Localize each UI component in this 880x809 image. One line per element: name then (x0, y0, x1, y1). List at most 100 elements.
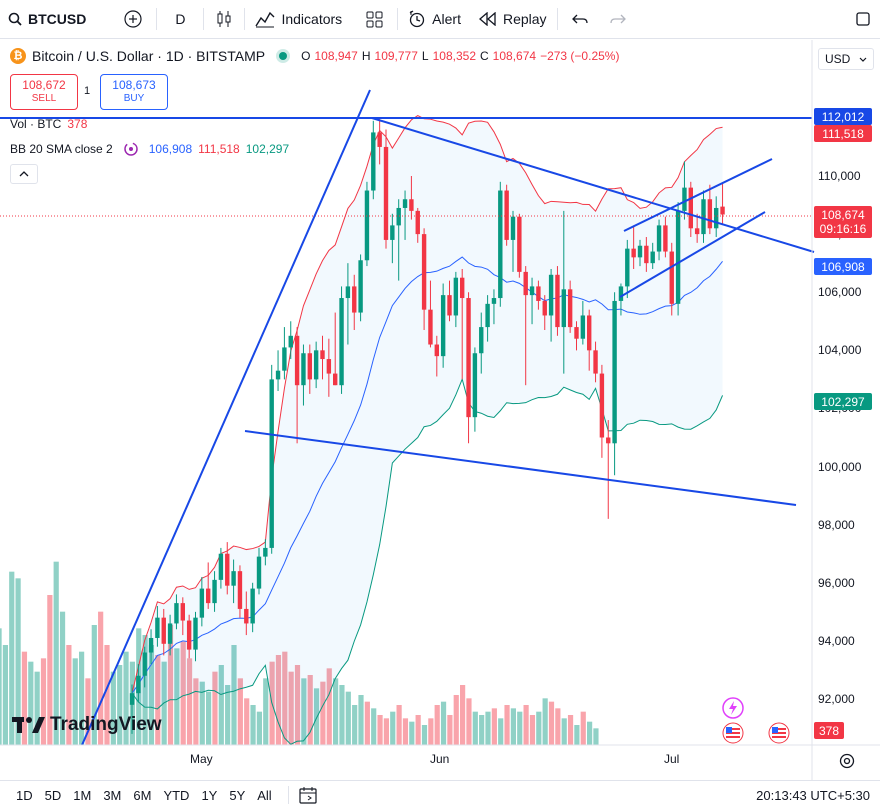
volume-bar (523, 705, 529, 745)
channel-lower-line[interactable] (619, 211, 766, 298)
channel-upper-line[interactable] (623, 158, 773, 232)
bb-upper-price-label: 111,518 (814, 125, 872, 142)
indicators-button[interactable]: Indicators (245, 0, 352, 38)
candle-body (669, 251, 674, 304)
bb-indicator-label: BB 20 SMA close 2 (10, 142, 113, 156)
range-5y[interactable]: 5Y (229, 787, 246, 803)
range-1m[interactable]: 1M (73, 787, 92, 803)
open-value: 108,947 (314, 49, 358, 63)
alert-button[interactable]: Alert (398, 0, 469, 38)
volume-bar (66, 645, 72, 745)
us-flag-icon[interactable] (768, 722, 790, 744)
layouts-button[interactable] (352, 0, 397, 38)
lightning-icon[interactable] (722, 697, 744, 719)
low-label: L (421, 49, 429, 63)
candle-body (129, 693, 135, 705)
tradingview-wordmark: TradingView (50, 714, 162, 735)
candle (504, 184, 509, 246)
buy-button[interactable]: 108,673 BUY (100, 74, 168, 110)
candle (650, 242, 655, 269)
candle (155, 606, 160, 647)
candle (237, 565, 243, 618)
candle (491, 289, 497, 325)
last-price-value: 108,674 (821, 208, 865, 222)
range-6m[interactable]: 6M (133, 787, 152, 803)
volume-bar (59, 611, 66, 745)
candle (180, 597, 185, 636)
candle-body (561, 289, 566, 328)
volume-bar (307, 675, 313, 745)
candle-body (225, 553, 230, 586)
candle-body (529, 286, 535, 296)
trendline-lower-wedge[interactable] (244, 430, 797, 506)
candle (587, 309, 592, 371)
candle (669, 242, 674, 316)
candle-body (193, 617, 198, 650)
candle (707, 184, 713, 235)
range-1y[interactable]: 1Y (201, 787, 218, 803)
volume-bar (440, 701, 447, 745)
candle (682, 161, 687, 220)
volume-bar (561, 718, 567, 745)
settings-icon[interactable] (839, 753, 855, 769)
volume-bar (244, 698, 250, 745)
interval-button[interactable]: D (157, 0, 203, 38)
alarm-clock-icon (409, 10, 425, 28)
buy-label: BUY (123, 93, 145, 104)
redo-button[interactable] (600, 0, 636, 38)
volume-bar (155, 655, 161, 745)
candle-body (199, 588, 205, 618)
undo-button[interactable] (558, 0, 600, 38)
collapse-legend-button[interactable] (10, 164, 38, 184)
candle-body (288, 335, 293, 348)
candle (339, 286, 344, 394)
candle-body (440, 295, 446, 357)
chart-type-button[interactable] (204, 0, 244, 38)
candle-body (415, 210, 420, 235)
symbol-title[interactable]: Bitcoin / U.S. Dollar · 1D · BITSTAMP (32, 48, 266, 64)
us-flag-icon[interactable] (722, 722, 744, 744)
candle-body (447, 295, 452, 316)
candle (688, 181, 693, 238)
toolbar-divider (397, 8, 399, 30)
volume-bar (555, 708, 561, 745)
candle (453, 271, 459, 328)
currency-label: USD (825, 52, 851, 66)
sell-button[interactable]: 108,672 SELL (10, 74, 78, 110)
symbol-search[interactable]: BTCUSD (0, 0, 94, 38)
currency-select[interactable]: USD (818, 48, 874, 70)
candle (212, 571, 217, 612)
range-all[interactable]: All (257, 787, 272, 803)
volume-bar (282, 651, 288, 745)
tradingview-logo[interactable]: TradingView (12, 714, 162, 736)
fullscreen-button[interactable] (846, 0, 880, 38)
replay-button[interactable]: Replay (469, 0, 557, 38)
trendline-uptrend[interactable] (81, 89, 371, 746)
candle (447, 280, 452, 322)
trendline-upper-wedge[interactable] (371, 117, 815, 253)
range-ytd[interactable]: YTD (163, 787, 190, 803)
bb-indicator-legend[interactable]: BB 20 SMA close 2 106,908 111,518 102,29… (10, 141, 289, 157)
compare-button[interactable] (94, 0, 156, 38)
candle-body (301, 353, 306, 386)
volume-bar (294, 665, 301, 745)
candle-body (707, 199, 713, 229)
volume-bar (85, 678, 91, 745)
candle-body (326, 359, 332, 374)
candle (383, 129, 389, 249)
volume-bar (485, 711, 491, 745)
volume-bar (21, 651, 28, 745)
bb-lower-value: 102,297 (245, 142, 290, 156)
calendar-icon[interactable] (299, 786, 319, 804)
range-1d[interactable]: 1D (16, 787, 33, 803)
range-5d[interactable]: 5D (44, 787, 62, 803)
candle (498, 181, 503, 307)
candle-body (504, 190, 509, 240)
candle-body (161, 617, 166, 644)
range-3m[interactable]: 3M (103, 787, 122, 803)
volume-bar (383, 718, 389, 745)
clock-timezone[interactable]: 20:13:43 UTC+5:30 (756, 787, 870, 803)
volume-bar (364, 701, 370, 745)
volume-indicator-legend[interactable]: Vol · BTC 378 (10, 117, 87, 131)
